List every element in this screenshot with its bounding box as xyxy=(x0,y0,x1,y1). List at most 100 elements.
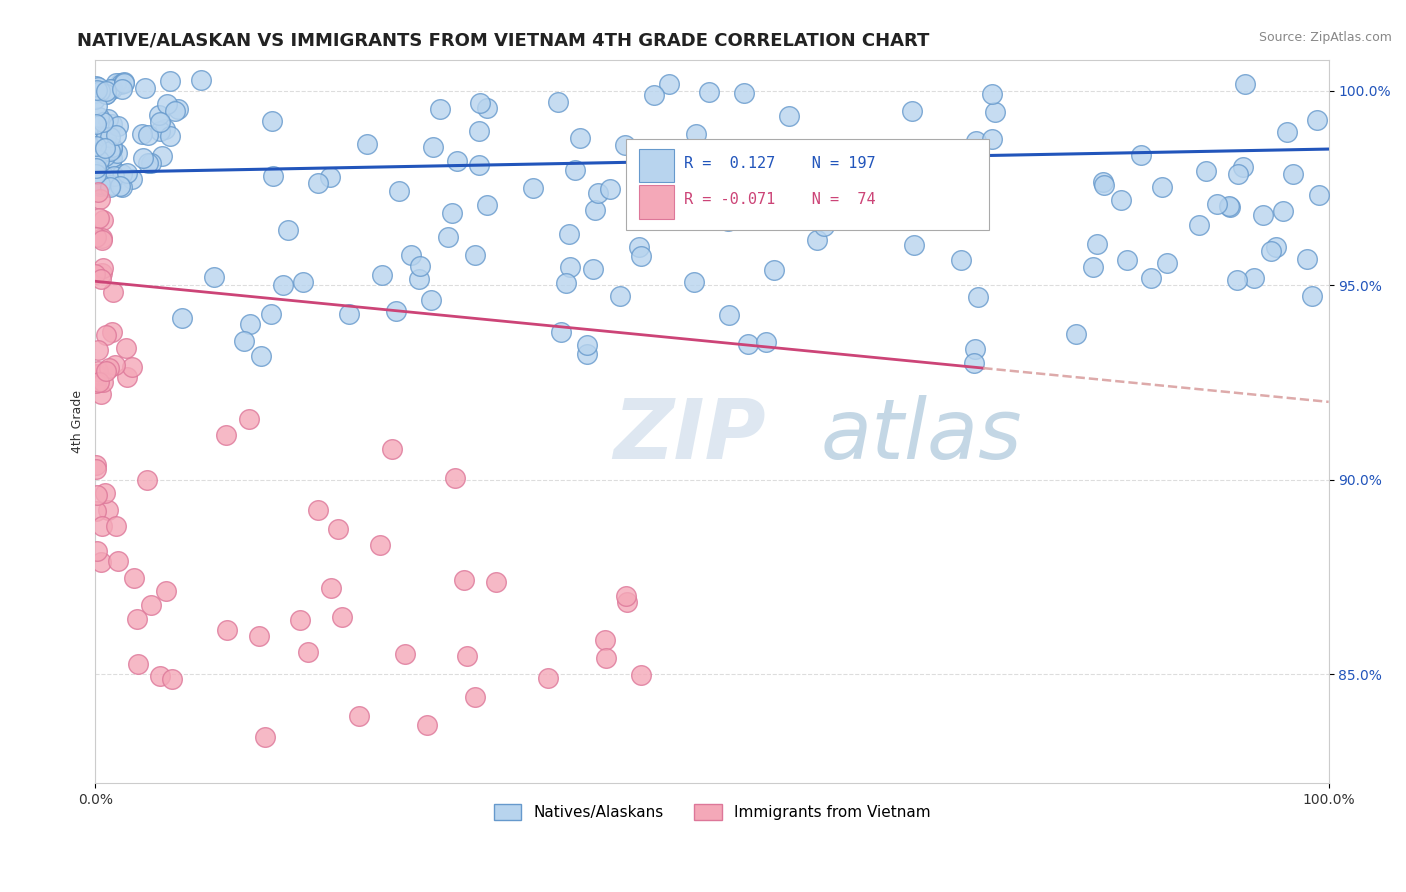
Text: ZIP: ZIP xyxy=(613,395,766,476)
Point xyxy=(87,364,110,378)
Point xyxy=(1109,193,1132,207)
Point xyxy=(1219,200,1241,214)
Point xyxy=(103,169,125,183)
Point xyxy=(980,87,1002,102)
Point xyxy=(332,609,354,624)
Point xyxy=(94,364,117,378)
Point xyxy=(215,623,238,637)
Point xyxy=(453,574,475,588)
Point xyxy=(91,233,114,247)
Point xyxy=(307,503,329,517)
Point xyxy=(464,248,486,262)
Point xyxy=(1195,164,1218,178)
Point xyxy=(84,87,107,101)
Point xyxy=(94,84,117,98)
Point xyxy=(107,554,129,568)
Point xyxy=(371,268,394,283)
Point xyxy=(136,473,159,487)
Point xyxy=(239,317,262,331)
Point xyxy=(101,142,124,156)
Point xyxy=(159,128,181,143)
Point xyxy=(1218,198,1240,212)
Point xyxy=(89,211,111,225)
Point xyxy=(156,96,179,111)
Point xyxy=(84,168,107,182)
Point xyxy=(467,158,489,172)
Point xyxy=(388,184,411,198)
Point xyxy=(149,669,172,683)
Point xyxy=(672,151,695,165)
Point xyxy=(89,133,111,147)
Point xyxy=(614,138,637,153)
Point xyxy=(159,74,181,88)
Text: Source: ZipAtlas.com: Source: ZipAtlas.com xyxy=(1258,31,1392,45)
Point xyxy=(134,81,156,95)
Point xyxy=(148,108,170,122)
Point xyxy=(965,343,987,357)
Point xyxy=(550,325,572,339)
Point xyxy=(437,230,460,244)
Point xyxy=(893,164,915,178)
Point xyxy=(238,412,260,426)
Point xyxy=(101,117,124,131)
Point xyxy=(381,442,404,456)
Point xyxy=(537,671,560,685)
FancyBboxPatch shape xyxy=(640,149,673,182)
Point xyxy=(297,645,319,659)
Point xyxy=(90,231,112,245)
Point xyxy=(153,122,176,136)
Point xyxy=(446,153,468,168)
Point xyxy=(90,145,112,160)
Point xyxy=(101,285,124,299)
Point xyxy=(1306,113,1329,128)
Point xyxy=(121,172,143,186)
Point xyxy=(1308,188,1330,202)
Point xyxy=(104,518,127,533)
Point xyxy=(254,730,277,744)
Point xyxy=(966,290,988,304)
Point xyxy=(86,80,108,95)
Point xyxy=(136,128,159,142)
FancyBboxPatch shape xyxy=(640,186,673,219)
Point xyxy=(733,86,755,100)
Point xyxy=(104,76,127,90)
Point xyxy=(464,690,486,705)
Point xyxy=(385,303,408,318)
Point xyxy=(429,102,451,116)
Point xyxy=(125,612,148,626)
Point xyxy=(599,182,621,196)
Point xyxy=(214,427,236,442)
Point xyxy=(1188,218,1211,232)
Point xyxy=(855,199,877,213)
Point xyxy=(420,293,443,307)
Point xyxy=(165,104,187,119)
Point xyxy=(1064,327,1087,342)
Point xyxy=(1206,197,1229,211)
Point xyxy=(104,358,127,372)
Point xyxy=(318,169,340,184)
Point xyxy=(87,139,110,153)
Point xyxy=(89,179,111,194)
Point xyxy=(91,260,114,275)
Point xyxy=(1295,252,1317,266)
Point xyxy=(1115,252,1137,267)
Point xyxy=(595,651,617,665)
Point xyxy=(111,180,134,194)
Point xyxy=(131,127,153,141)
Point xyxy=(963,356,986,370)
Y-axis label: 4th Grade: 4th Grade xyxy=(72,390,84,453)
Point xyxy=(84,159,107,173)
Point xyxy=(627,240,650,254)
Point xyxy=(347,708,370,723)
Point xyxy=(1260,244,1282,258)
Point xyxy=(101,82,124,96)
Point xyxy=(115,166,138,180)
FancyBboxPatch shape xyxy=(626,139,990,229)
Point xyxy=(89,84,111,98)
Point xyxy=(1140,271,1163,285)
Point xyxy=(903,184,925,198)
Point xyxy=(950,253,973,268)
Point xyxy=(84,117,107,131)
Point xyxy=(1301,289,1323,303)
Point xyxy=(586,186,609,200)
